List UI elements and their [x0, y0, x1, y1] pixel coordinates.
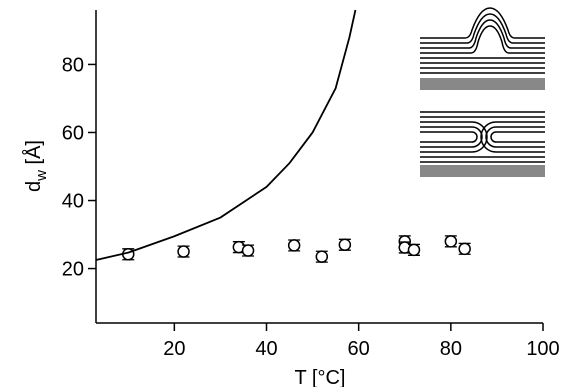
y-label-unit: [Å]: [22, 140, 45, 170]
inset-schematic: [420, 7, 545, 163]
data-point: [241, 244, 255, 257]
data-point: [458, 242, 471, 256]
data-point: [444, 235, 458, 248]
data-point: [315, 250, 329, 263]
substrate: [420, 78, 545, 90]
y-label-main: d: [23, 181, 45, 192]
y-label-sub: w: [33, 170, 50, 182]
data-point: [177, 245, 190, 258]
y-tick-label: 60: [62, 122, 84, 144]
x-tick-label: 100: [526, 338, 559, 360]
x-tick-label: 80: [440, 338, 462, 360]
x-tick-label: 20: [163, 338, 185, 360]
x-axis-label: T [°C]: [295, 367, 346, 387]
y-tick-label: 80: [62, 54, 84, 76]
data-point: [338, 238, 352, 251]
y-tick-label: 20: [62, 259, 84, 281]
y-axis-label: dw [Å]: [22, 140, 50, 192]
data-point: [287, 239, 301, 252]
y-tick-label: 40: [62, 191, 84, 213]
substrate: [420, 165, 545, 177]
x-tick-label: 40: [255, 338, 277, 360]
data-point: [407, 243, 421, 257]
fit-curve: [95, 9, 357, 261]
x-tick-label: 60: [348, 338, 370, 360]
